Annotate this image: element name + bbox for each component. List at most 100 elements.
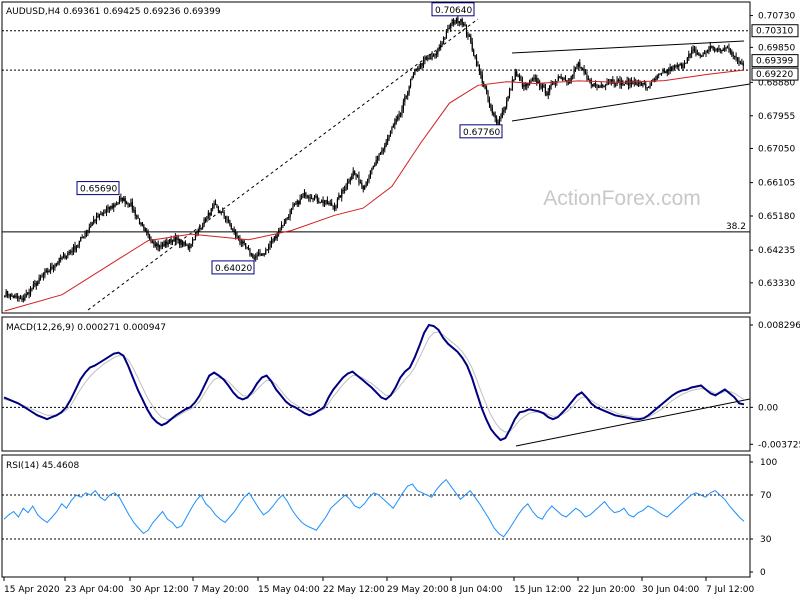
candle-body — [118, 199, 121, 203]
wedge-lower-line — [511, 83, 751, 122]
candle-body — [70, 251, 72, 253]
candle-body — [523, 84, 525, 87]
candle-body — [180, 240, 182, 245]
candle-body — [576, 66, 578, 68]
candle-body — [266, 249, 268, 251]
candle-body — [463, 24, 465, 26]
candle-body — [94, 220, 96, 222]
candle-body — [530, 80, 532, 82]
candle-body — [124, 198, 126, 204]
candle-body — [438, 47, 440, 50]
candle-body — [331, 203, 333, 206]
candle-body — [627, 81, 630, 86]
candle-body — [431, 55, 433, 59]
price-axis: 0.70730 0.69850 0.68880 0.67955 0.67050 0.661… — [750, 12, 799, 289]
candle-body — [202, 225, 204, 229]
candle-body — [349, 179, 351, 182]
candle-body — [351, 175, 353, 180]
candle-body — [197, 229, 199, 232]
candle-body — [213, 203, 215, 207]
candle-body — [613, 82, 615, 84]
candle-body — [605, 84, 607, 86]
candle-body — [467, 33, 469, 37]
candle-body — [355, 173, 357, 177]
rsi-tick-label: 100 — [760, 458, 777, 468]
candle-body — [418, 67, 420, 69]
candle-body — [490, 103, 492, 108]
candle-body — [91, 222, 93, 226]
candle-body — [136, 215, 138, 217]
candle-body — [246, 246, 248, 248]
candle-body — [473, 50, 475, 56]
candle-body — [669, 66, 671, 71]
candle-body — [54, 265, 56, 268]
candle-body — [617, 79, 620, 81]
time-tick-label: 8 Jun 04:00 — [451, 585, 503, 595]
candle-body — [506, 100, 508, 107]
candle-body — [90, 225, 92, 228]
rsi-tick-label: 70 — [760, 491, 772, 501]
candle-body — [48, 271, 50, 273]
candle-body — [204, 219, 207, 222]
candle-body — [240, 242, 242, 244]
candle-body — [415, 68, 417, 71]
candle-body — [397, 116, 399, 120]
candle-body — [457, 18, 459, 23]
candle-body — [329, 203, 331, 205]
candle-body — [107, 207, 109, 210]
price-tick-label: 0.67050 — [758, 144, 795, 154]
rsi-panel-frame — [1, 454, 751, 578]
candle-body — [738, 59, 740, 63]
candle-body — [402, 101, 404, 110]
candle-body — [326, 200, 328, 204]
candle-body — [464, 24, 466, 27]
candle-body — [27, 292, 29, 294]
candle-body — [88, 227, 90, 230]
candle-body — [656, 75, 658, 79]
candle-body — [128, 205, 131, 207]
candle-body — [725, 47, 727, 49]
candle-body — [405, 95, 407, 97]
candle-body — [736, 57, 739, 60]
candle-body — [487, 91, 489, 99]
candle-body — [161, 244, 164, 247]
candle-body — [636, 84, 638, 86]
candle-body — [5, 291, 7, 296]
candle-body — [543, 85, 545, 87]
candle-body — [108, 207, 111, 210]
candle-body — [612, 79, 614, 83]
candle-body — [427, 58, 429, 60]
candle-body — [678, 64, 680, 67]
candle-body — [279, 230, 281, 232]
candle-body — [239, 239, 241, 243]
candle-body — [643, 82, 645, 84]
candle-body — [296, 200, 298, 204]
price-header: AUDUSD,H4 0.69361 0.69425 0.69236 0.6939… — [6, 7, 221, 17]
candle-body — [114, 204, 116, 206]
candle-body — [229, 220, 231, 225]
candle-body — [682, 65, 684, 69]
candle-body — [593, 83, 595, 86]
candle-body — [642, 82, 644, 86]
candle-body — [174, 237, 176, 242]
candle-body — [224, 216, 227, 219]
candle-body — [673, 66, 676, 68]
candle-body — [695, 50, 697, 55]
candle-body — [335, 205, 337, 209]
candle-body — [259, 252, 261, 255]
candle-body — [72, 246, 75, 252]
candle-body — [503, 110, 505, 112]
time-tick-label: 30 Apr 12:00 — [130, 585, 189, 595]
annotation-box — [211, 260, 255, 275]
candle-body — [676, 65, 678, 67]
candle-body — [39, 277, 42, 279]
candle-body — [517, 75, 519, 77]
candle-body — [718, 48, 720, 51]
candle-body — [465, 26, 468, 34]
candle-body — [721, 50, 723, 52]
candle-body — [709, 46, 711, 51]
candle-body — [305, 192, 307, 197]
candle-body — [650, 80, 653, 86]
candle-body — [260, 254, 263, 256]
candle-body — [652, 79, 654, 81]
